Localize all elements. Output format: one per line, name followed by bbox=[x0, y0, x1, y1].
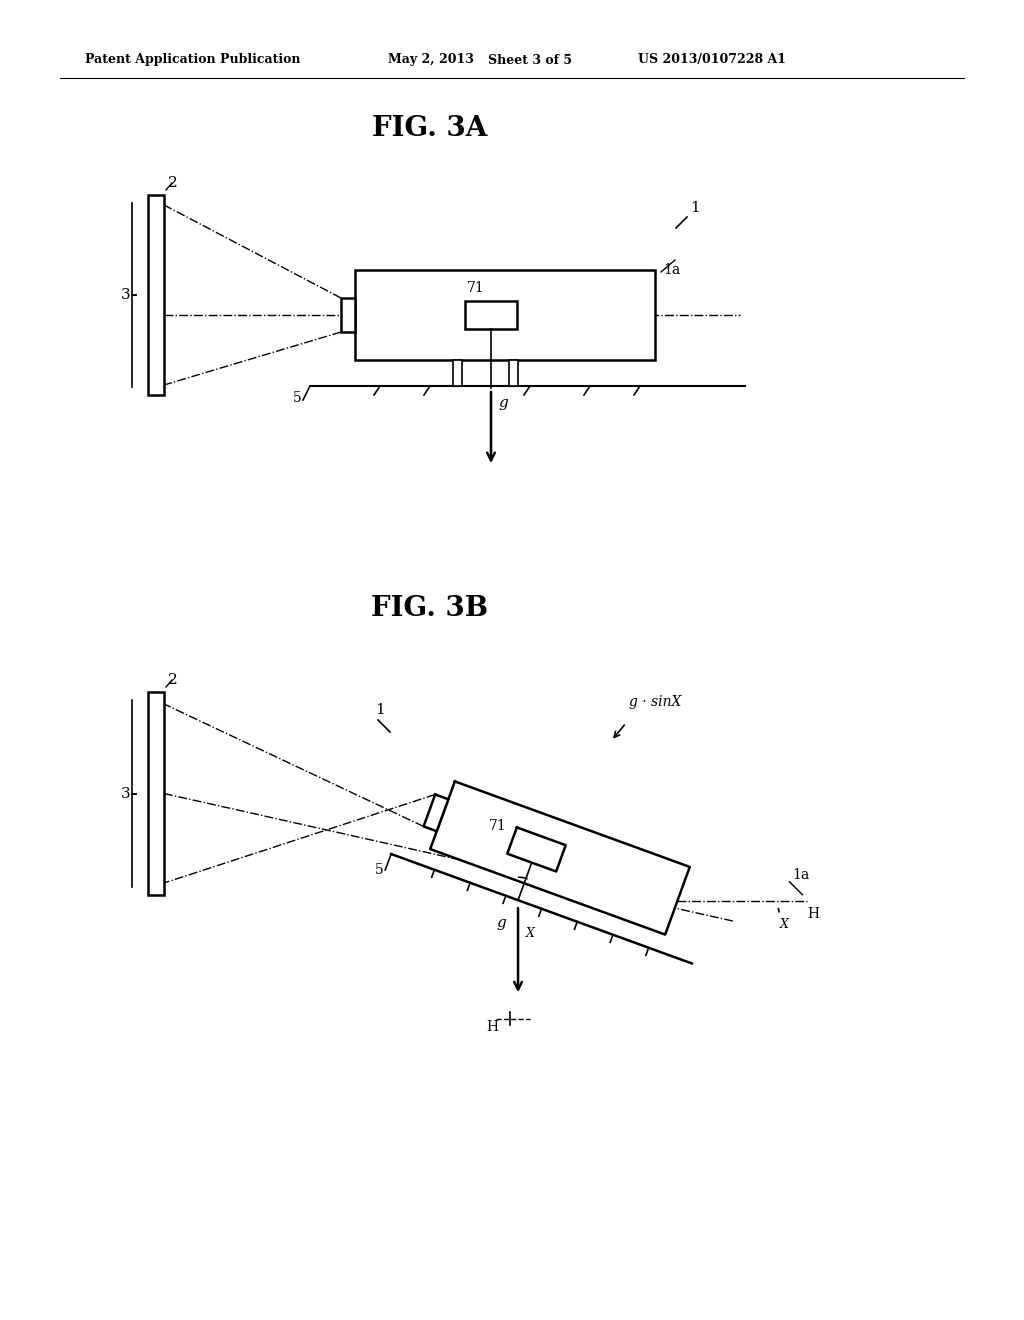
Text: 3: 3 bbox=[121, 787, 131, 800]
Text: 1: 1 bbox=[690, 201, 699, 215]
Text: H: H bbox=[808, 907, 819, 921]
Text: 71: 71 bbox=[488, 818, 506, 833]
Text: X: X bbox=[779, 917, 788, 931]
Text: g · sinX: g · sinX bbox=[629, 696, 681, 709]
Text: g: g bbox=[496, 916, 506, 931]
Polygon shape bbox=[430, 781, 690, 935]
Text: 1a: 1a bbox=[793, 867, 810, 882]
Bar bbox=[148, 195, 164, 395]
Text: May 2, 2013: May 2, 2013 bbox=[388, 54, 474, 66]
Text: X: X bbox=[526, 927, 535, 940]
Text: 5: 5 bbox=[293, 391, 302, 405]
Text: g: g bbox=[498, 396, 508, 411]
Bar bbox=[148, 692, 164, 895]
Text: US 2013/0107228 A1: US 2013/0107228 A1 bbox=[638, 54, 786, 66]
Text: 3: 3 bbox=[121, 288, 131, 302]
Text: 2: 2 bbox=[168, 673, 178, 686]
Text: 2: 2 bbox=[168, 176, 178, 190]
Bar bbox=[509, 360, 518, 385]
Text: FIG. 3A: FIG. 3A bbox=[373, 115, 487, 141]
Text: H: H bbox=[486, 1020, 498, 1034]
Bar bbox=[355, 271, 655, 360]
Text: 1a: 1a bbox=[663, 263, 680, 277]
Text: 5: 5 bbox=[375, 863, 384, 876]
Bar bbox=[341, 298, 355, 333]
Text: 71: 71 bbox=[467, 281, 484, 294]
Text: Patent Application Publication: Patent Application Publication bbox=[85, 54, 300, 66]
Bar bbox=[453, 360, 462, 385]
Text: FIG. 3B: FIG. 3B bbox=[372, 594, 488, 622]
Polygon shape bbox=[507, 828, 565, 871]
Bar bbox=[465, 301, 517, 329]
Text: Sheet 3 of 5: Sheet 3 of 5 bbox=[488, 54, 572, 66]
Polygon shape bbox=[424, 795, 449, 832]
Text: 1: 1 bbox=[375, 704, 385, 717]
